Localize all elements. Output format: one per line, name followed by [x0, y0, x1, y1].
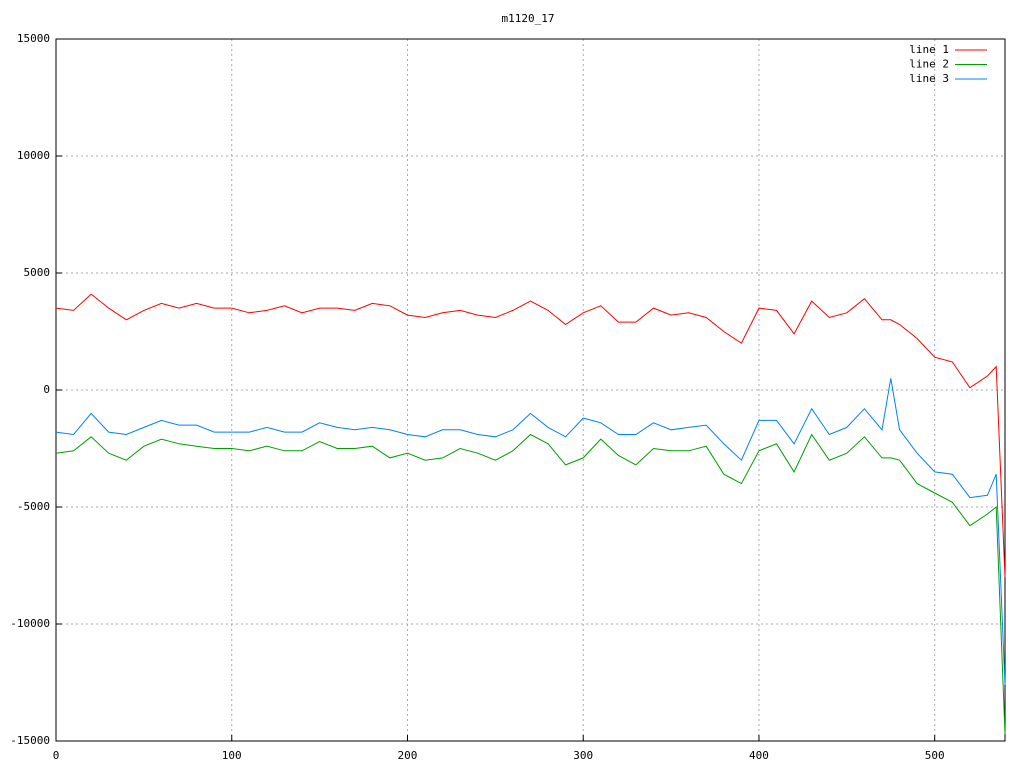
- legend-label: line 2: [909, 58, 949, 71]
- x-tick-label: 0: [53, 749, 60, 762]
- x-tick-label: 400: [749, 749, 769, 762]
- legend-label: line 1: [909, 43, 949, 56]
- y-tick-label: -15000: [10, 734, 50, 747]
- y-tick-label: -10000: [10, 617, 50, 630]
- y-tick-label: -5000: [17, 500, 50, 513]
- series-line: [55, 378, 1006, 685]
- chart-title: m1120_17: [502, 12, 555, 25]
- y-tick-label: 5000: [24, 266, 51, 279]
- series-line: [55, 293, 1006, 578]
- plot-frame: [55, 38, 1006, 742]
- x-tick-label: 100: [222, 749, 242, 762]
- x-tick-label: 200: [398, 749, 418, 762]
- x-tick-label: 300: [573, 749, 593, 762]
- y-tick-label: 15000: [17, 32, 50, 45]
- series-line: [55, 433, 1006, 735]
- x-tick-label: 500: [925, 749, 945, 762]
- y-tick-label: 10000: [17, 149, 50, 162]
- legend-label: line 3: [909, 72, 949, 85]
- y-tick-label: 0: [43, 383, 50, 396]
